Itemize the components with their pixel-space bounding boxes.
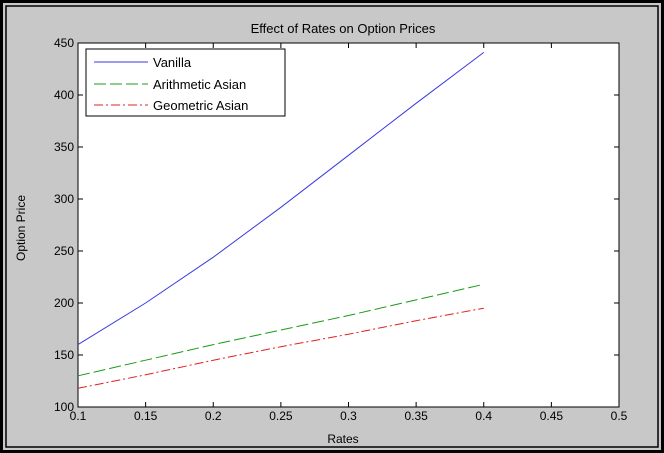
series-line-arithmetic-asian (77, 283, 484, 377)
x-tick-label: 0.2 (205, 409, 222, 423)
y-tick-label: 150 (54, 348, 74, 362)
y-axis-label: Option Price (14, 195, 28, 261)
x-axis-label: Rates (327, 432, 358, 446)
x-tick-label: 0.4 (475, 409, 492, 423)
x-tick-label: 0.25 (269, 409, 293, 423)
y-tick-label: 250 (54, 244, 74, 258)
x-tick-label: 0.35 (404, 409, 428, 423)
tick-marks (77, 42, 620, 408)
y-tick-label: 450 (54, 36, 74, 50)
y-tick-label: 300 (54, 192, 74, 206)
x-tick-label: 0.1 (70, 409, 87, 423)
y-tick-label: 400 (54, 88, 74, 102)
series-line-vanilla (77, 52, 485, 346)
tick-labels: 0.1 0.15 0.2 0.25 0.3 0.35 0.4 0.45 0.5 100 150 200… (54, 36, 628, 423)
legend-label-vanilla: Vanilla (153, 55, 192, 70)
legend-label-arithmetic-asian: Arithmetic Asian (153, 77, 246, 92)
series-lines (77, 52, 485, 389)
legend-label-geometric-asian: Geometric Asian (153, 98, 248, 113)
x-tick-label: 0.3 (340, 409, 357, 423)
chart-title: Effect of Rates on Option Prices (251, 21, 436, 36)
series-line-geometric-asian (77, 307, 484, 389)
x-tick-label: 0.5 (611, 409, 628, 423)
y-tick-label: 100 (54, 400, 74, 414)
y-tick-label: 200 (54, 296, 74, 310)
x-tick-label: 0.15 (134, 409, 158, 423)
figure-border-inner (5, 5, 659, 448)
y-tick-label: 350 (54, 140, 74, 154)
legend: Vanilla Arithmetic Asian Geometric Asian (85, 48, 286, 117)
x-tick-label: 0.45 (540, 409, 564, 423)
